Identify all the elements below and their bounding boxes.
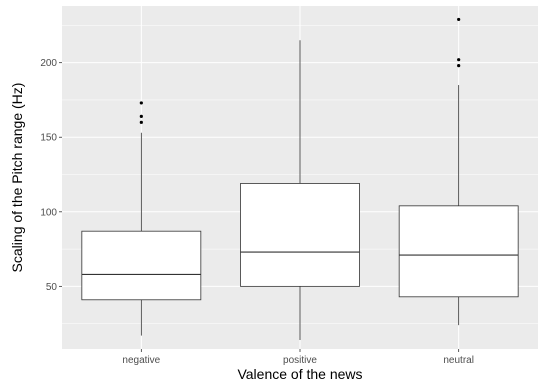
x-tick-label: positive xyxy=(283,355,317,366)
outlier-point xyxy=(457,17,461,22)
iqr-box xyxy=(398,205,519,298)
x-tick-label: neutral xyxy=(443,355,474,366)
y-tick-label: 100 xyxy=(40,207,57,218)
outlier-point xyxy=(139,114,143,118)
y-axis: 50 100 150 200 xyxy=(40,58,62,293)
y-tick-label: 50 xyxy=(46,282,58,293)
box-negative xyxy=(81,101,202,336)
box-positive xyxy=(240,40,360,341)
x-tick-label: negative xyxy=(122,355,160,366)
outlier-point xyxy=(139,120,143,124)
iqr-box xyxy=(240,183,360,287)
outlier-point xyxy=(139,101,143,105)
x-axis: negative positive neutral xyxy=(122,349,474,366)
y-tick-label: 150 xyxy=(40,133,57,144)
y-axis-title: Scaling of the Pitch range (Hz) xyxy=(9,83,25,273)
iqr-box xyxy=(81,230,202,301)
x-axis-title: Valence of the news xyxy=(237,366,362,382)
outlier-point xyxy=(457,58,461,62)
boxes xyxy=(81,17,519,341)
box-neutral xyxy=(398,17,519,326)
y-tick-label: 200 xyxy=(40,58,57,69)
outlier-point xyxy=(457,64,461,68)
